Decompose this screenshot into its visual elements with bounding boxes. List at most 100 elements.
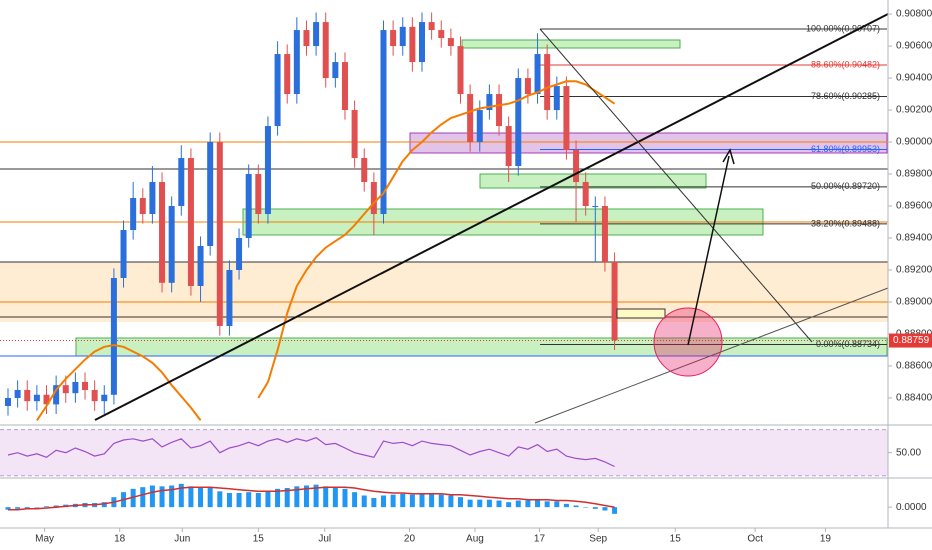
x-tick-label: Jul <box>318 534 331 545</box>
fib-label: 50.00%(0.89720) <box>811 181 880 191</box>
macd-bar <box>265 491 271 508</box>
candle-body <box>33 394 40 402</box>
macd-bar <box>438 494 444 508</box>
trend-line <box>539 28 813 343</box>
macd-bar <box>342 488 348 508</box>
macd-bar <box>352 492 358 508</box>
candle-body <box>303 30 310 47</box>
macd-bar <box>332 487 338 508</box>
macd-bar <box>149 485 155 508</box>
y-tick-label: 0.90200 <box>896 105 932 116</box>
y-tick-label: 0.90600 <box>896 41 932 52</box>
y-tick-label: 0.88400 <box>896 393 932 404</box>
candle-body <box>101 394 108 402</box>
trend-line <box>534 287 889 424</box>
candle-body <box>351 110 358 159</box>
macd-bar <box>554 501 560 508</box>
candle-body <box>553 86 560 111</box>
x-tick-label: Sep <box>589 534 607 545</box>
macd-bar <box>371 498 377 508</box>
y-tick-label: 50.00 <box>896 447 921 458</box>
macd-bar <box>602 507 608 511</box>
candle-body <box>187 158 194 286</box>
macd-bar <box>400 493 406 508</box>
candle-body <box>457 46 464 95</box>
macd-bar <box>159 486 165 508</box>
macd-bar <box>429 493 435 508</box>
macd-bar <box>544 501 550 508</box>
candle-body <box>573 150 580 183</box>
candle-body <box>110 278 117 395</box>
candle-body <box>409 26 416 63</box>
candle-body <box>380 30 387 215</box>
candle-body <box>486 94 493 111</box>
rsi-line <box>7 437 615 468</box>
macd-bar <box>583 507 589 508</box>
candle-body <box>563 86 570 151</box>
candle-body <box>62 385 69 394</box>
macd-bar <box>506 502 512 508</box>
macd-bar <box>573 505 579 508</box>
candle-body <box>274 54 281 127</box>
macd-bar <box>101 502 107 508</box>
candle-body <box>4 397 11 406</box>
macd-bar <box>236 493 242 508</box>
candle-body <box>168 206 175 283</box>
candle-body <box>361 158 368 183</box>
candle-body <box>226 270 233 326</box>
macd-bar <box>5 507 11 510</box>
candle-body <box>264 126 271 215</box>
candle-body <box>418 22 425 63</box>
zone <box>479 173 707 189</box>
candle-body <box>496 94 503 127</box>
fib-label: 38.20%(0.89488) <box>811 218 880 228</box>
candle-body <box>82 381 89 390</box>
macd-bar <box>612 507 618 514</box>
candle-body <box>341 62 348 111</box>
macd-bar <box>226 493 232 508</box>
macd-bar <box>323 486 329 508</box>
x-tick-label: 20 <box>404 534 416 545</box>
price-axis <box>888 0 932 550</box>
macd-bar <box>592 507 598 509</box>
box <box>616 308 666 319</box>
macd-bar <box>313 484 319 508</box>
candle-body <box>467 94 474 143</box>
macd-bar <box>477 499 483 508</box>
candle-body <box>284 54 291 95</box>
x-tick-label: Oct <box>747 534 763 545</box>
y-tick-label: 0.89400 <box>896 233 932 244</box>
fib-label: 100.00%(0.90707) <box>806 23 880 33</box>
macd-bar <box>178 483 184 508</box>
signal-line <box>8 486 615 511</box>
y-tick-label: 0.90000 <box>896 137 932 148</box>
macd-bar <box>53 505 59 508</box>
macd-bar <box>390 494 396 508</box>
candle-body <box>197 246 204 286</box>
macd-bar <box>188 486 194 508</box>
macd-bar <box>448 495 454 508</box>
x-tick-label: 19 <box>820 534 832 545</box>
y-tick-label: 0.89800 <box>896 169 932 180</box>
macd-bar <box>515 500 521 508</box>
macd-bar <box>24 507 30 509</box>
candle-body <box>178 158 185 207</box>
candle-body <box>428 22 435 31</box>
candle-body <box>72 381 79 394</box>
macd-bar <box>246 492 252 508</box>
macd-bar <box>458 497 464 508</box>
candle-body <box>544 54 551 111</box>
candle-body <box>322 22 329 79</box>
macd-bar <box>303 485 309 508</box>
candle-body <box>53 385 60 405</box>
candle-body <box>447 38 454 47</box>
fib-label: 88.60%(0.90482) <box>811 59 880 69</box>
trend-line <box>94 13 889 421</box>
last-price-label: 0.88759 <box>893 335 930 346</box>
candle-body <box>524 78 531 95</box>
macd-bar <box>380 495 386 508</box>
candle-body <box>390 30 397 47</box>
candle-body <box>592 206 599 208</box>
